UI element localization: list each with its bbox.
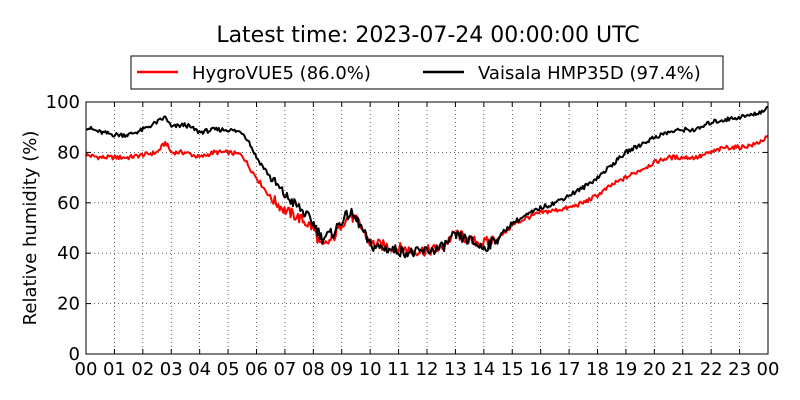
legend-label-vaisala: Vaisala HMP35D (97.4%) [478,63,701,84]
x-tick-label: 11 [387,359,410,380]
chart-title: Latest time: 2023-07-24 00:00:00 UTC [216,23,639,48]
grid [86,102,768,354]
x-tick-label: 01 [103,359,126,380]
y-axis: 0 20 40 60 80 100 [46,92,768,365]
x-tick-label: 10 [359,359,382,380]
x-tick-label: 23 [728,359,751,380]
x-tick-label: 05 [217,359,240,380]
x-tick-label: 13 [444,359,467,380]
x-tick-label: 15 [501,359,524,380]
x-tick-label: 20 [643,359,666,380]
x-axis: 00 01 02 03 04 05 06 07 08 09 10 11 12 13 14 15 16 17 18 19… [75,102,780,380]
plot-frame [85,101,769,355]
x-tick-label: 22 [700,359,723,380]
x-tick-label: 16 [529,359,552,380]
x-tick-label: 06 [245,359,268,380]
y-tick-label: 80 [57,142,80,163]
legend: HygroVUE5 (86.0%) Vaisala HMP35D (97.4%) [130,55,724,90]
x-tick-label: 07 [273,359,296,380]
x-tick-label: 00 [75,359,98,380]
y-axis-label: Relative humidity (%) [20,131,41,326]
x-tick-label: 19 [614,359,637,380]
x-tick-label: 04 [188,359,211,380]
x-tick-label: 03 [160,359,183,380]
series-line-0 [85,134,769,257]
x-tick-label: 18 [586,359,609,380]
x-tick-label: 21 [671,359,694,380]
y-tick-label: 60 [57,193,80,214]
y-tick-label: 20 [57,294,80,315]
series-group [85,105,769,259]
x-tick-label: 09 [330,359,353,380]
x-tick-label: 12 [416,359,439,380]
legend-label-hygrovue5: HygroVUE5 (86.0%) [192,63,371,84]
x-tick-label: 17 [558,359,581,380]
y-tick-label: 100 [46,92,80,113]
series-line-1 [85,105,769,259]
x-tick-label: 00 [757,359,780,380]
x-tick-label: 14 [472,359,495,380]
x-tick-label: 02 [131,359,154,380]
y-tick-label: 40 [57,243,80,264]
x-tick-label: 08 [302,359,325,380]
y-tick-label: 0 [69,344,80,365]
